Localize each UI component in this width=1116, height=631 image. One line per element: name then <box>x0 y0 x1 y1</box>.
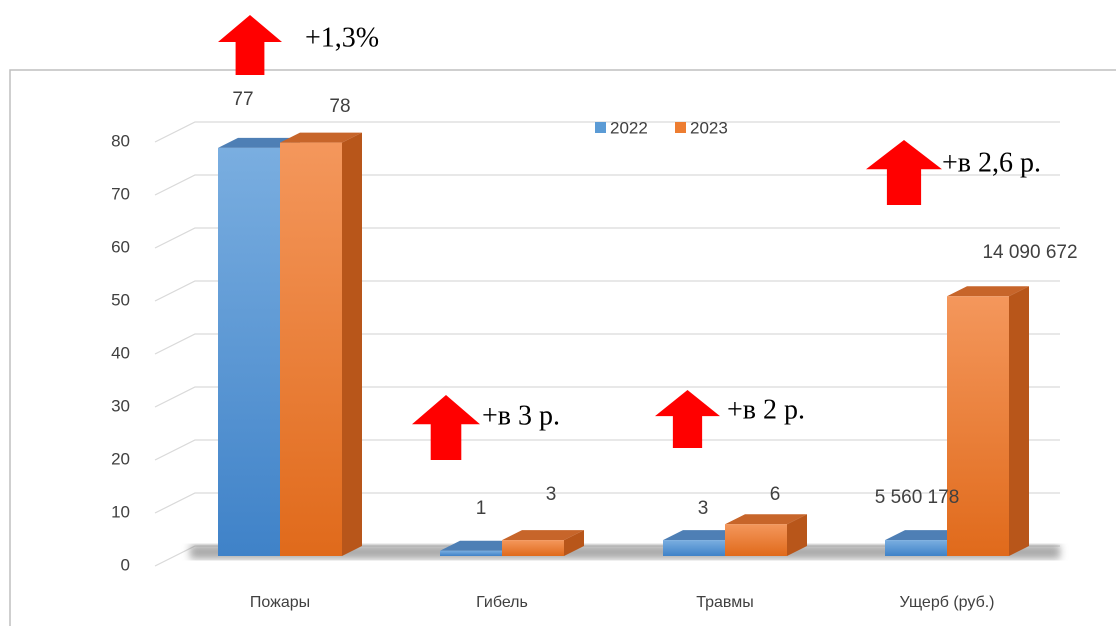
grid-line <box>154 439 1060 461</box>
y-tick-label: 40 <box>111 343 130 362</box>
bar-top <box>440 540 522 551</box>
bar-top <box>502 530 584 541</box>
grid-line <box>154 492 1060 514</box>
x-tick-label: Травмы <box>696 594 754 611</box>
y-tick-label: 70 <box>111 184 130 203</box>
data-label: 6 <box>770 484 781 505</box>
bar-top <box>280 132 362 143</box>
grid-line <box>154 121 1060 143</box>
y-tick-label: 0 <box>121 555 130 574</box>
up-arrow <box>655 390 720 448</box>
bar <box>280 142 342 556</box>
up-arrow <box>218 15 282 75</box>
bar <box>725 524 787 556</box>
bar <box>502 540 564 556</box>
up-arrow <box>866 140 942 205</box>
grid-line <box>154 333 1060 355</box>
data-label: 78 <box>329 96 350 117</box>
data-label: 1 <box>476 498 487 519</box>
y-tick-label: 10 <box>111 502 130 521</box>
up-arrow <box>412 395 480 460</box>
bar-top <box>663 530 745 541</box>
bar-top <box>885 530 967 541</box>
bar-top <box>725 514 807 525</box>
data-label: 3 <box>698 498 709 519</box>
data-label: 3 <box>546 484 557 505</box>
legend-label: 2023 <box>690 118 728 137</box>
x-tick-label: Ущерб (руб.) <box>900 594 995 611</box>
frame <box>9 69 1116 626</box>
bar <box>947 296 1009 556</box>
y-tick-label: 60 <box>111 237 130 256</box>
x-tick-label: Гибель <box>476 594 528 611</box>
bar-top <box>218 137 300 148</box>
bar <box>440 550 502 556</box>
floor-shadow <box>190 545 1060 559</box>
y-tick-label: 80 <box>111 131 130 150</box>
bar <box>218 147 280 556</box>
annotation: 5 560 178 <box>875 487 960 508</box>
annotation: +в 2 р. <box>727 394 805 425</box>
bar-top <box>947 286 1029 297</box>
grid-line <box>154 227 1060 249</box>
annotation: 14 090 672 <box>982 242 1077 263</box>
y-tick-label: 50 <box>111 290 130 309</box>
bar-side <box>564 530 584 556</box>
grid-line <box>154 174 1060 196</box>
annotation: +1,3% <box>305 22 379 53</box>
legend-swatch <box>675 122 686 133</box>
bar <box>663 540 725 556</box>
annotation: +в 2,6 р. <box>942 147 1041 178</box>
bar-side <box>342 132 362 556</box>
grid-line <box>154 280 1060 302</box>
legend-label: 2022 <box>610 118 648 137</box>
y-tick-label: 30 <box>111 396 130 415</box>
legend-swatch <box>595 122 606 133</box>
x-tick-label: Пожары <box>250 594 310 611</box>
bar <box>885 540 947 556</box>
y-tick-label: 20 <box>111 449 130 468</box>
data-label: 77 <box>232 89 253 110</box>
bar-side <box>1009 286 1029 556</box>
annotation: +в 3 р. <box>482 400 560 431</box>
grid-line <box>154 386 1060 408</box>
bar-side <box>787 514 807 556</box>
